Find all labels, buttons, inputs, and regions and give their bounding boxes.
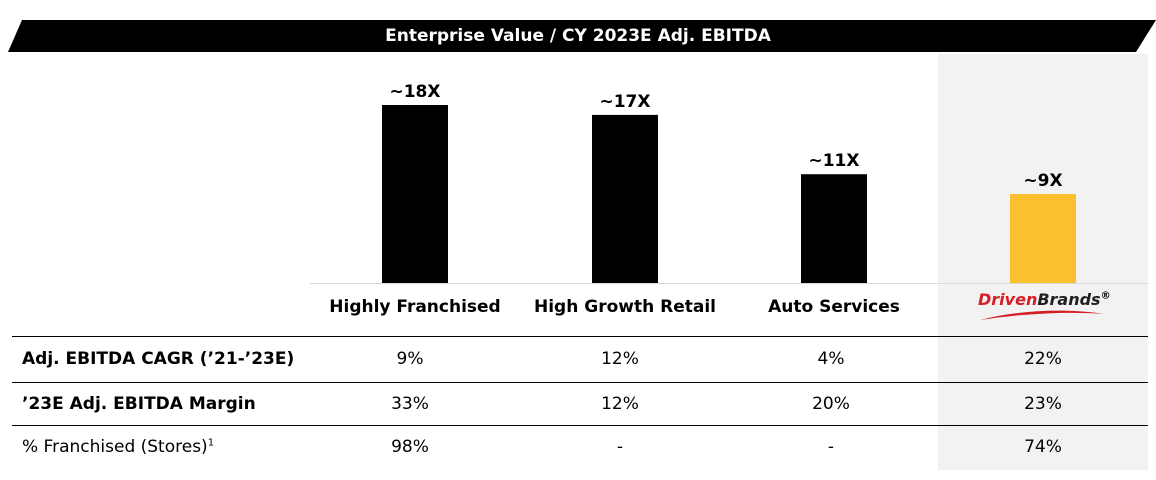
bar-auto-services: [801, 174, 867, 283]
cell-margin-high-growth-retail: 12%: [601, 394, 639, 414]
chart-baseline: [310, 283, 1148, 284]
cell-franchised-driven-brands: 74%: [1024, 437, 1062, 457]
logo-text-brands: Brands: [1037, 290, 1101, 309]
cell-franchised-highly-franchised: 98%: [391, 437, 429, 457]
cell-cagr-driven-brands: 22%: [1024, 349, 1062, 369]
cell-margin-driven-brands: 23%: [1024, 394, 1062, 414]
logo-swoosh-icon: [980, 310, 1104, 320]
cell-franchised-high-growth-retail: -: [616, 437, 624, 457]
row-label-ebitda-cagr: Adj. EBITDA CAGR (’21-’23E): [22, 349, 295, 369]
cell-franchised-auto-services: -: [827, 437, 835, 457]
bar-high-growth-retail: [592, 114, 658, 283]
title-banner: [8, 20, 1156, 52]
bar-highly-franchised: [382, 105, 448, 283]
cell-cagr-auto-services: 4%: [817, 349, 845, 369]
footnote-marker: 1: [207, 437, 215, 449]
ev-ebitda-bar-chart: ~18X ~17X ~11X ~9X: [382, 82, 1076, 283]
cell-cagr-highly-franchised: 9%: [396, 349, 424, 369]
cell-margin-auto-services: 20%: [812, 394, 850, 414]
row-label-pct-franchised-text: % Franchised (Stores): [22, 437, 208, 457]
chart-title: Enterprise Value / CY 2023E Adj. EBITDA: [385, 26, 771, 46]
table-divider: [12, 382, 1148, 383]
row-label-ebitda-margin: ’23E Adj. EBITDA Margin: [22, 394, 256, 414]
cell-cagr-high-growth-retail: 12%: [601, 349, 639, 369]
logo-registered-mark: ®: [1100, 290, 1111, 302]
category-label-high-growth-retail: High Growth Retail: [534, 297, 716, 317]
data-label-driven-brands: ~9X: [1023, 171, 1062, 191]
cell-margin-highly-franchised: 33%: [391, 394, 429, 414]
table-divider: [12, 336, 1148, 337]
data-label-highly-franchised: ~18X: [389, 82, 440, 102]
row-label-pct-franchised: % Franchised (Stores)1: [22, 436, 214, 458]
data-label-high-growth-retail: ~17X: [599, 92, 650, 112]
logo-text-driven: Driven: [978, 290, 1038, 309]
bar-driven-brands: [1010, 194, 1076, 283]
table-divider: [12, 425, 1148, 426]
category-label-auto-services: Auto Services: [768, 297, 900, 317]
category-label-highly-franchised: Highly Franchised: [329, 297, 501, 317]
data-label-auto-services: ~11X: [808, 151, 859, 171]
driven-brands-logo: DrivenBrands®: [978, 290, 1111, 322]
